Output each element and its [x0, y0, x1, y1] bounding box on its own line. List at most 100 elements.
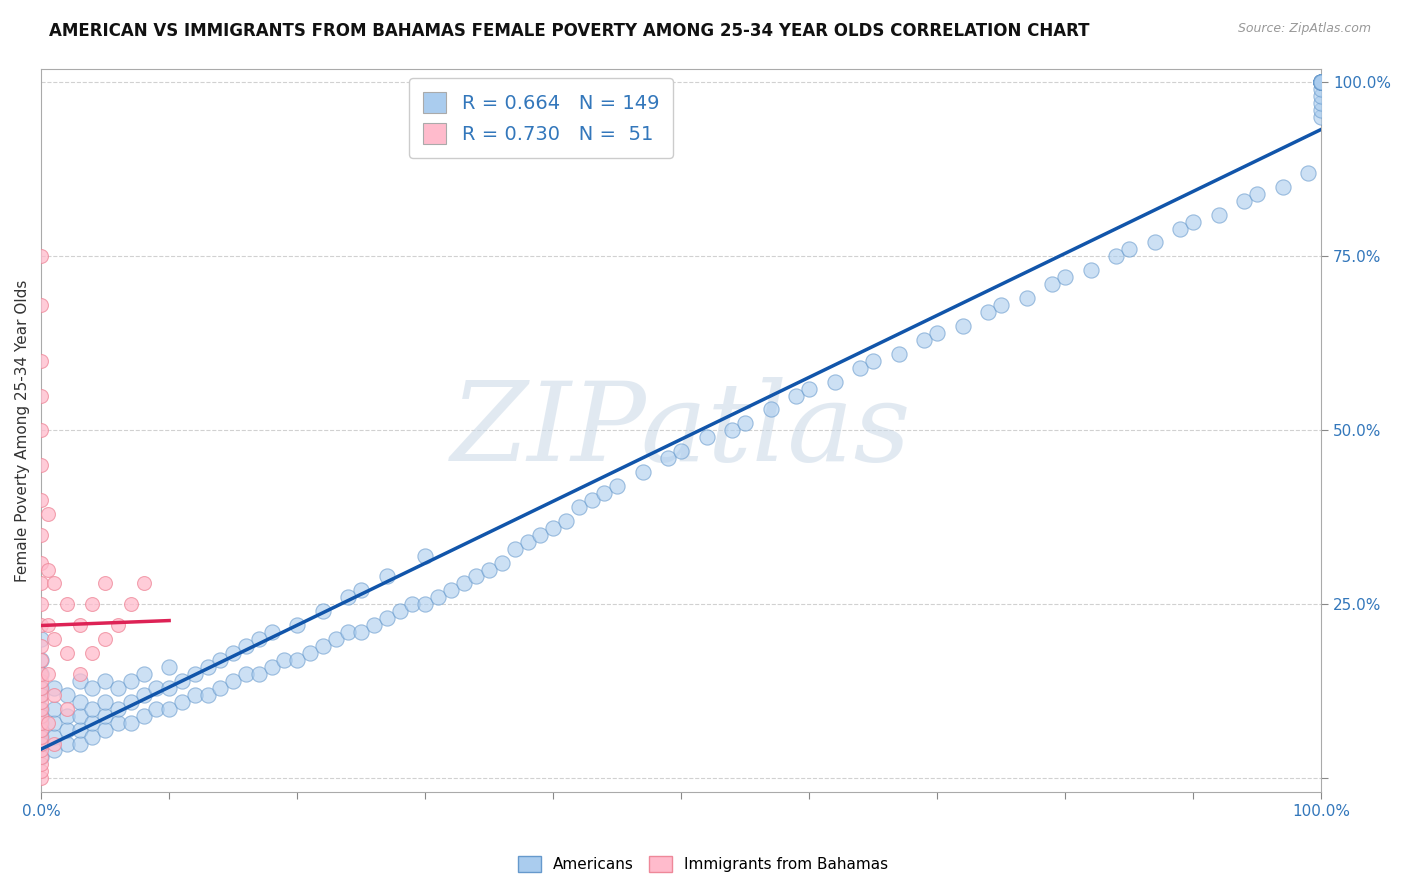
Point — [69, 673, 91, 688]
Point — [157, 681, 180, 695]
Point — [69, 723, 91, 737]
Point — [42, 730, 65, 744]
Point — [69, 695, 91, 709]
Point — [235, 667, 257, 681]
Point — [1310, 75, 1333, 89]
Point — [55, 598, 77, 612]
Point — [42, 632, 65, 647]
Point — [478, 562, 501, 576]
Point — [30, 772, 52, 786]
Point — [30, 556, 52, 570]
Point — [30, 249, 52, 263]
Point — [1040, 277, 1063, 292]
Point — [30, 423, 52, 437]
Point — [568, 500, 591, 514]
Point — [30, 688, 52, 702]
Text: AMERICAN VS IMMIGRANTS FROM BAHAMAS FEMALE POVERTY AMONG 25-34 YEAR OLDS CORRELA: AMERICAN VS IMMIGRANTS FROM BAHAMAS FEMA… — [49, 22, 1090, 40]
Point — [887, 347, 910, 361]
Point — [55, 737, 77, 751]
Point — [30, 527, 52, 541]
Legend: R = 0.664   N = 149, R = 0.730   N =  51: R = 0.664 N = 149, R = 0.730 N = 51 — [409, 78, 673, 158]
Point — [30, 458, 52, 472]
Point — [657, 451, 679, 466]
Point — [120, 598, 142, 612]
Point — [1054, 270, 1077, 285]
Point — [94, 632, 117, 647]
Point — [247, 632, 270, 647]
Point — [42, 743, 65, 757]
Point — [1182, 214, 1205, 228]
Point — [1310, 75, 1333, 89]
Point — [1310, 96, 1333, 111]
Point — [30, 708, 52, 723]
Point — [30, 750, 52, 764]
Point — [669, 444, 692, 458]
Point — [157, 660, 180, 674]
Point — [30, 715, 52, 730]
Point — [132, 708, 155, 723]
Y-axis label: Female Poverty Among 25-34 Year Olds: Female Poverty Among 25-34 Year Olds — [15, 279, 30, 582]
Point — [1310, 75, 1333, 89]
Point — [453, 576, 475, 591]
Point — [799, 382, 821, 396]
Point — [990, 298, 1012, 312]
Point — [30, 730, 52, 744]
Point — [37, 715, 59, 730]
Point — [157, 702, 180, 716]
Point — [30, 723, 52, 737]
Point — [30, 598, 52, 612]
Point — [30, 730, 52, 744]
Point — [37, 618, 59, 632]
Point — [1246, 186, 1268, 201]
Point — [30, 737, 52, 751]
Point — [94, 723, 117, 737]
Point — [37, 667, 59, 681]
Point — [312, 639, 335, 653]
Point — [145, 702, 167, 716]
Point — [197, 688, 219, 702]
Point — [952, 318, 974, 333]
Point — [94, 576, 117, 591]
Point — [170, 695, 193, 709]
Point — [912, 333, 935, 347]
Point — [1233, 194, 1256, 208]
Point — [350, 583, 373, 598]
Point — [30, 681, 52, 695]
Point — [1310, 75, 1333, 89]
Point — [55, 646, 77, 660]
Point — [69, 737, 91, 751]
Point — [37, 507, 59, 521]
Point — [1310, 75, 1333, 89]
Point — [30, 576, 52, 591]
Point — [696, 430, 718, 444]
Point — [260, 660, 283, 674]
Point — [1310, 75, 1333, 89]
Point — [222, 673, 245, 688]
Point — [1310, 75, 1333, 89]
Point — [1310, 75, 1333, 89]
Point — [30, 750, 52, 764]
Point — [30, 639, 52, 653]
Point — [977, 305, 1000, 319]
Point — [30, 764, 52, 779]
Point — [337, 625, 360, 640]
Point — [30, 743, 52, 757]
Point — [30, 353, 52, 368]
Point — [120, 673, 142, 688]
Point — [170, 673, 193, 688]
Point — [42, 702, 65, 716]
Point — [30, 618, 52, 632]
Point — [30, 681, 52, 695]
Point — [30, 757, 52, 772]
Point — [1310, 75, 1333, 89]
Point — [132, 576, 155, 591]
Point — [581, 492, 603, 507]
Point — [82, 730, 104, 744]
Point — [1143, 235, 1166, 250]
Point — [183, 667, 205, 681]
Point — [222, 646, 245, 660]
Point — [69, 667, 91, 681]
Point — [107, 715, 129, 730]
Point — [42, 715, 65, 730]
Point — [413, 598, 436, 612]
